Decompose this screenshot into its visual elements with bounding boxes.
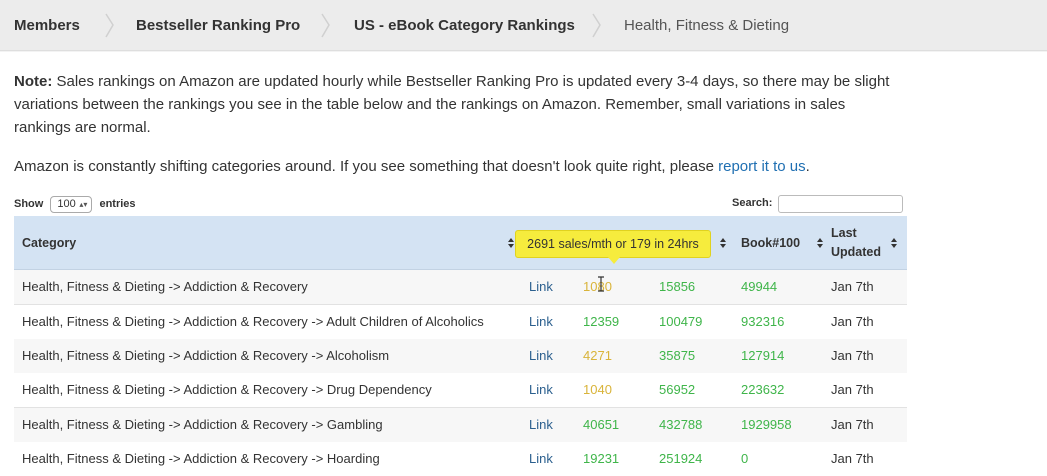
search-input[interactable] xyxy=(778,195,903,213)
sort-icon[interactable] xyxy=(719,216,727,270)
row-link[interactable]: Link xyxy=(529,314,553,329)
row-link[interactable]: Link xyxy=(529,417,553,432)
breadcrumb-us-ebook-category-rankings[interactable]: US - eBook Category Rankings xyxy=(354,17,575,34)
row-rank: 1040 xyxy=(583,382,612,397)
entries-select[interactable]: 100 ▴▾ xyxy=(50,195,93,213)
row-date: Jan 7th xyxy=(831,279,874,294)
row-category: Health, Fitness & Dieting -> Addiction &… xyxy=(22,451,380,466)
text-cursor-icon xyxy=(597,276,605,292)
note-text: Sales rankings on Amazon are updated hou… xyxy=(14,73,890,136)
entries-control: Show 100 ▴▾ entries xyxy=(14,195,136,213)
row-book100: 127914 xyxy=(741,348,785,363)
header-category[interactable]: Category xyxy=(22,236,77,250)
chevron-right-icon xyxy=(316,0,336,51)
search-label: Search: xyxy=(732,197,773,209)
row-rank: 40651 xyxy=(583,417,620,432)
row-mid: 15856 xyxy=(659,279,696,294)
row-date: Jan 7th xyxy=(831,382,874,397)
note-label: Note: xyxy=(14,73,53,90)
table-row: Health, Fitness & Dieting -> Addiction &… xyxy=(14,305,907,340)
breadcrumb-bestseller-ranking-pro[interactable]: Bestseller Ranking Pro xyxy=(136,17,301,34)
row-rank: 4271 xyxy=(583,348,612,363)
row-date: Jan 7th xyxy=(831,314,874,329)
row-category: Health, Fitness & Dieting -> Addiction &… xyxy=(22,348,390,363)
select-arrow-icon: ▴▾ xyxy=(79,199,88,209)
row-category: Health, Fitness & Dieting -> Addiction &… xyxy=(22,314,484,329)
chevron-right-icon xyxy=(100,0,120,51)
header-last-updated[interactable]: Last Updated xyxy=(831,216,891,270)
sort-icon[interactable] xyxy=(816,216,824,270)
chevron-right-icon xyxy=(587,0,607,51)
row-mid: 56952 xyxy=(659,382,696,397)
show-label: Show xyxy=(14,198,44,210)
shift-end: . xyxy=(805,158,810,175)
row-mid: 35875 xyxy=(659,348,696,363)
row-category: Health, Fitness & Dieting -> Addiction &… xyxy=(22,279,308,294)
header-book100[interactable]: Book#100 xyxy=(741,236,801,250)
breadcrumb-members[interactable]: Members xyxy=(14,17,80,34)
shift-paragraph: Amazon is constantly shifting categories… xyxy=(14,155,810,178)
breadcrumb: Members Bestseller Ranking Pro US - eBoo… xyxy=(0,0,1047,51)
row-category: Health, Fitness & Dieting -> Addiction &… xyxy=(22,382,432,397)
table-row: Health, Fitness & Dieting -> Addiction &… xyxy=(14,442,907,476)
row-rank: 1080 xyxy=(583,279,612,294)
shift-text: Amazon is constantly shifting categories… xyxy=(14,158,719,175)
entries-value: 100 xyxy=(57,197,76,210)
row-rank: 12359 xyxy=(583,314,620,329)
sort-icon[interactable] xyxy=(890,216,898,270)
row-link[interactable]: Link xyxy=(529,451,553,466)
table-header: Category Book#100 Last Updated xyxy=(14,216,907,270)
row-date: Jan 7th xyxy=(831,451,874,466)
row-book100: 1929958 xyxy=(741,417,792,432)
breadcrumb-current: Health, Fitness & Dieting xyxy=(624,17,790,34)
table-row: Health, Fitness & Dieting -> Addiction &… xyxy=(14,270,907,305)
row-link[interactable]: Link xyxy=(529,348,553,363)
header-last-updated-label: Last Updated xyxy=(831,226,881,259)
sales-tooltip: 2691 sales/mth or 179 in 24hrs xyxy=(515,230,711,264)
row-date: Jan 7th xyxy=(831,348,874,363)
row-book100: 932316 xyxy=(741,314,785,329)
entries-label: entries xyxy=(99,198,136,210)
row-book100: 49944 xyxy=(741,279,778,294)
report-link[interactable]: report it to us xyxy=(718,158,806,175)
table-row: Health, Fitness & Dieting -> Addiction &… xyxy=(14,373,907,408)
row-mid: 432788 xyxy=(659,417,703,432)
row-book100: 223632 xyxy=(741,382,785,397)
row-link[interactable]: Link xyxy=(529,382,553,397)
note-paragraph: Note: Sales rankings on Amazon are updat… xyxy=(14,70,894,139)
row-mid: 100479 xyxy=(659,314,703,329)
sort-icon[interactable] xyxy=(507,216,515,270)
row-mid: 251924 xyxy=(659,451,703,466)
table-row: Health, Fitness & Dieting -> Addiction &… xyxy=(14,339,907,374)
row-link[interactable]: Link xyxy=(529,279,553,294)
row-category: Health, Fitness & Dieting -> Addiction &… xyxy=(22,417,383,432)
table-row: Health, Fitness & Dieting -> Addiction &… xyxy=(14,408,907,443)
row-rank: 19231 xyxy=(583,451,620,466)
row-book100: 0 xyxy=(741,451,749,466)
row-date: Jan 7th xyxy=(831,417,874,432)
